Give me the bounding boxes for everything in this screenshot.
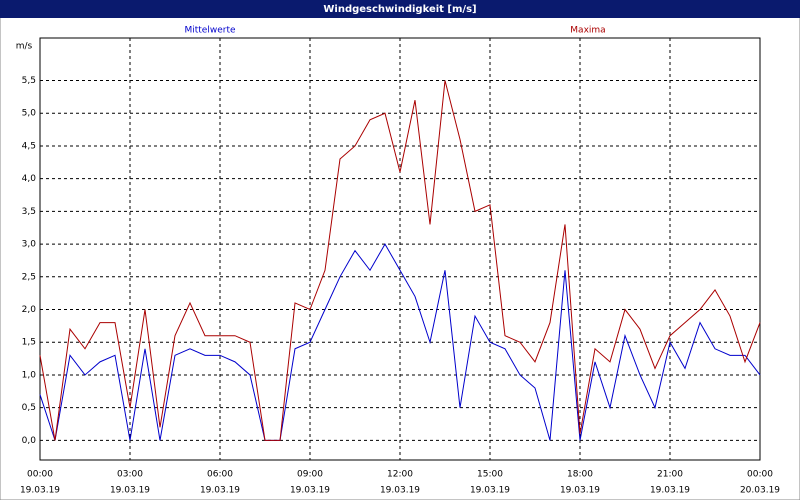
y-tick-label: 0,5 xyxy=(22,403,36,413)
x-tick-date: 20.03.19 xyxy=(740,486,780,496)
x-tick-label: 03:00 xyxy=(117,470,143,480)
y-tick-label: 3,0 xyxy=(22,240,37,250)
y-tick-label: 2,0 xyxy=(22,305,37,315)
x-tick-label: 21:00 xyxy=(657,470,683,480)
chart-title: Windgeschwindigkeit [m/s] xyxy=(323,4,476,15)
y-tick-label: 0,0 xyxy=(22,436,37,446)
series-line xyxy=(39,243,761,441)
x-tick-date: 19.03.19 xyxy=(20,486,60,496)
title-bar xyxy=(0,0,800,18)
y-tick-label: 1,0 xyxy=(22,370,37,380)
x-tick-label: 09:00 xyxy=(297,470,323,480)
series-line xyxy=(39,80,761,441)
x-tick-date: 19.03.19 xyxy=(650,486,690,496)
x-tick-date: 19.03.19 xyxy=(290,486,330,496)
y-tick-label: 5,5 xyxy=(22,76,36,86)
y-tick-label: 2,5 xyxy=(22,272,36,282)
legend-label: Maxima xyxy=(570,26,605,36)
x-tick-date: 19.03.19 xyxy=(380,486,420,496)
y-tick-label: 3,5 xyxy=(22,207,36,217)
y-axis-label: m/s xyxy=(16,42,33,52)
x-tick-label: 00:00 xyxy=(27,470,53,480)
x-tick-date: 19.03.19 xyxy=(110,486,150,496)
y-tick-label: 4,0 xyxy=(22,174,37,184)
x-tick-label: 18:00 xyxy=(567,470,593,480)
x-tick-label: 00:00 xyxy=(747,470,773,480)
y-tick-label: 1,5 xyxy=(22,338,36,348)
x-tick-label: 15:00 xyxy=(477,470,503,480)
legend-label: Mittelwerte xyxy=(184,26,235,36)
x-tick-date: 19.03.19 xyxy=(560,486,600,496)
x-tick-label: 06:00 xyxy=(207,470,233,480)
x-tick-label: 12:00 xyxy=(387,470,413,480)
y-tick-label: 5,0 xyxy=(22,109,37,119)
y-tick-label: 4,5 xyxy=(22,141,36,151)
x-tick-date: 19.03.19 xyxy=(470,486,510,496)
x-tick-date: 19.03.19 xyxy=(200,486,240,496)
